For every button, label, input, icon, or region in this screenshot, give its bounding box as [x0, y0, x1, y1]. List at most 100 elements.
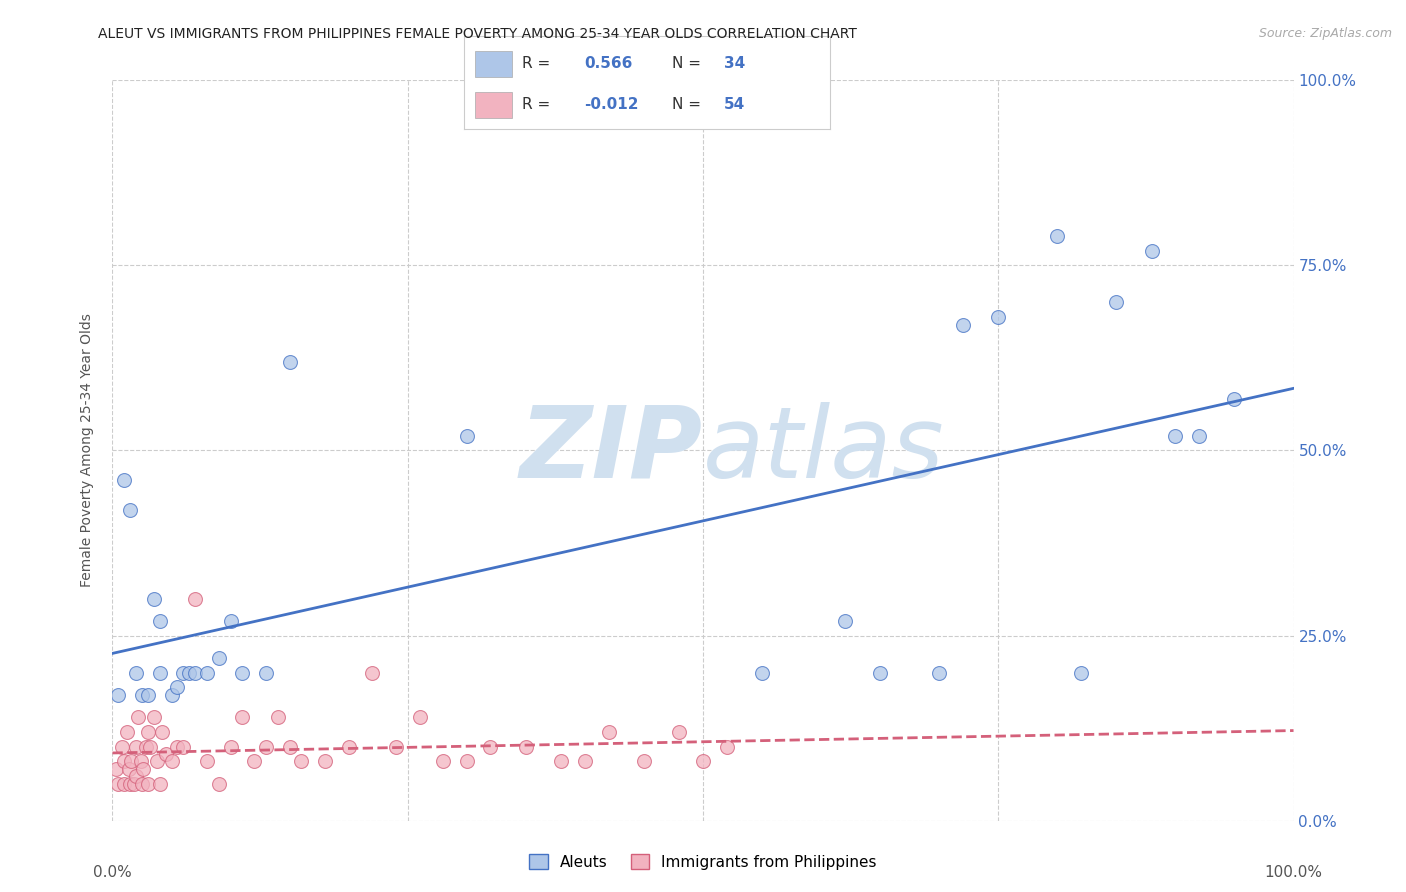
Text: N =: N = — [672, 97, 702, 112]
Point — [166, 681, 188, 695]
Point — [243, 755, 266, 769]
Point — [668, 724, 690, 739]
Point — [456, 428, 478, 442]
Point — [928, 665, 950, 680]
Text: atlas: atlas — [703, 402, 945, 499]
Legend: Aleuts, Immigrants from Philippines: Aleuts, Immigrants from Philippines — [523, 847, 883, 876]
Point — [716, 739, 738, 754]
Point — [598, 724, 620, 739]
Text: 100.0%: 100.0% — [1264, 865, 1323, 880]
Point — [208, 776, 231, 791]
Point — [692, 755, 714, 769]
Point — [149, 614, 172, 628]
Point — [1046, 228, 1069, 243]
Point — [515, 739, 537, 754]
Point — [127, 710, 149, 724]
Text: R =: R = — [523, 56, 551, 71]
Text: R =: R = — [523, 97, 551, 112]
Point — [160, 755, 183, 769]
Point — [112, 776, 135, 791]
Point — [125, 769, 148, 783]
Point — [1188, 428, 1211, 442]
Point — [1223, 392, 1246, 406]
Point — [314, 755, 336, 769]
Point — [112, 755, 135, 769]
Text: 34: 34 — [724, 56, 745, 71]
Point — [120, 502, 142, 516]
Point — [219, 614, 242, 628]
Point — [142, 710, 165, 724]
Point — [751, 665, 773, 680]
Point — [131, 688, 153, 702]
Point — [125, 739, 148, 754]
Point — [208, 650, 231, 665]
Text: ALEUT VS IMMIGRANTS FROM PHILIPPINES FEMALE POVERTY AMONG 25-34 YEAR OLDS CORREL: ALEUT VS IMMIGRANTS FROM PHILIPPINES FEM… — [98, 27, 858, 41]
Point — [1140, 244, 1163, 258]
Point — [231, 665, 253, 680]
Point — [105, 762, 128, 776]
Point — [385, 739, 408, 754]
Point — [456, 755, 478, 769]
Point — [115, 724, 138, 739]
Point — [112, 473, 135, 487]
Point — [111, 739, 134, 754]
Point — [479, 739, 502, 754]
Point — [633, 755, 655, 769]
Point — [219, 739, 242, 754]
Point — [574, 755, 596, 769]
Point — [136, 688, 159, 702]
Point — [146, 755, 169, 769]
Point — [172, 665, 194, 680]
Point — [254, 739, 277, 754]
Point — [120, 755, 142, 769]
Point — [149, 665, 172, 680]
Text: 0.0%: 0.0% — [93, 865, 132, 880]
Bar — [475, 92, 512, 118]
Point — [184, 665, 207, 680]
Point — [125, 665, 148, 680]
Point — [179, 665, 201, 680]
Point — [231, 710, 253, 724]
Point — [149, 776, 172, 791]
Text: ZIP: ZIP — [520, 402, 703, 499]
Point — [132, 762, 155, 776]
Text: -0.012: -0.012 — [585, 97, 640, 112]
Point — [1105, 295, 1128, 310]
Point — [869, 665, 891, 680]
Point — [408, 710, 430, 724]
Point — [432, 755, 454, 769]
Point — [195, 665, 218, 680]
Point — [278, 739, 301, 754]
Point — [139, 739, 162, 754]
Point — [142, 591, 165, 606]
Point — [122, 776, 145, 791]
Point — [337, 739, 360, 754]
Text: 0.566: 0.566 — [585, 56, 633, 71]
Point — [550, 755, 572, 769]
Text: N =: N = — [672, 56, 702, 71]
Point — [107, 688, 129, 702]
Point — [160, 688, 183, 702]
Point — [834, 614, 856, 628]
Point — [1070, 665, 1092, 680]
Point — [136, 724, 159, 739]
Point — [952, 318, 974, 332]
Point — [1164, 428, 1187, 442]
Y-axis label: Female Poverty Among 25-34 Year Olds: Female Poverty Among 25-34 Year Olds — [80, 313, 94, 588]
Point — [278, 354, 301, 368]
Text: 54: 54 — [724, 97, 745, 112]
Point — [184, 591, 207, 606]
Point — [155, 747, 177, 761]
Point — [195, 755, 218, 769]
Point — [150, 724, 173, 739]
Point — [361, 665, 384, 680]
Point — [120, 776, 142, 791]
Point — [131, 776, 153, 791]
Point — [172, 739, 194, 754]
Bar — [475, 51, 512, 77]
Point — [254, 665, 277, 680]
Point — [118, 762, 141, 776]
Point — [136, 776, 159, 791]
Point — [166, 739, 188, 754]
Point — [290, 755, 312, 769]
